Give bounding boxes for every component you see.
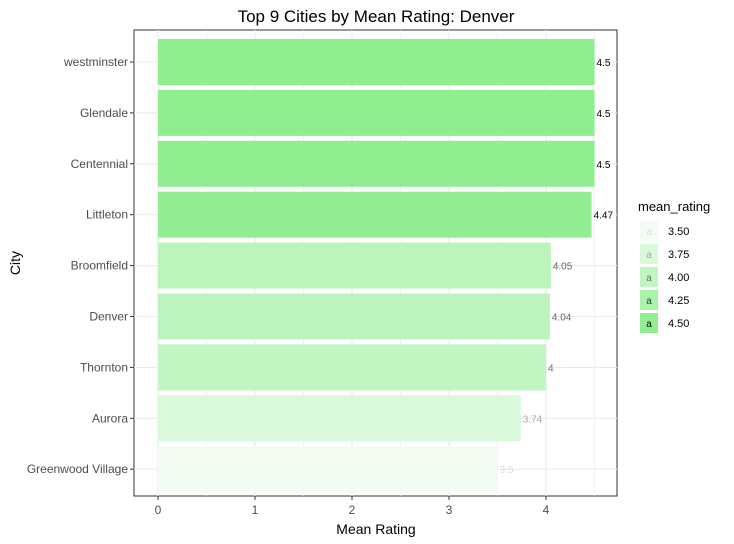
x-axis: 0 1 2 3 4 [155,496,550,517]
x-tick-label: 3 [446,503,453,517]
bar [158,344,546,391]
legend-key-glyph: a [646,273,652,284]
data-label: 3.5 [500,465,514,476]
legend-key-glyph: a [646,319,652,330]
data-label: 4 [548,363,554,374]
y-tick-label: Centennial [71,157,128,171]
x-tick-label: 4 [543,503,550,517]
legend-label: 4.00 [668,272,689,284]
y-axis: westminster Glendale Centennial Littleton Br… [27,55,134,476]
y-tick-label: Greenwood Village [27,462,129,476]
data-label: 4.5 [597,58,611,69]
legend-label: 3.75 [668,249,689,261]
data-label: 4.5 [597,160,611,171]
legend-key [640,313,658,333]
legend-key [640,221,658,241]
legend-key-glyph: a [646,296,652,307]
legend-title: mean_rating [638,199,710,214]
data-label: 3.74 [523,414,543,425]
bar [158,39,595,85]
y-tick-label: Broomfield [71,259,128,273]
x-tick-label: 2 [349,503,356,517]
bar [158,446,498,493]
y-tick-label: Littleton [86,208,128,222]
data-labels: 4.5 4.5 4.5 4.47 4.05 4.04 4 3.74 3.5 [500,58,614,476]
x-tick-label: 0 [155,503,162,517]
legend-key-glyph: a [646,250,652,261]
x-axis-title: Mean Rating [336,521,415,537]
bar [158,140,595,187]
plot-panel: 4.5 4.5 4.5 4.47 4.05 4.04 4 3.74 3.5 [133,29,618,497]
legend-label: 4.50 [668,318,689,330]
bar [158,293,550,340]
y-tick-label: Thornton [80,360,128,374]
legend: mean_rating a 3.50 a 3.75 a 4.00 a 4.25 a 4.50 [638,199,710,333]
y-tick-label: Glendale [80,106,128,120]
legend-key [640,290,658,310]
y-tick-label: westminster [63,55,128,69]
legend-key-glyph: a [646,227,652,238]
data-label: 4.05 [553,262,573,273]
legend-label: 4.25 [668,295,689,307]
bar [158,242,551,289]
data-label: 4.47 [594,211,614,222]
bar [158,395,521,442]
legend-label: 3.50 [668,226,689,238]
x-tick-label: 1 [252,503,259,517]
data-label: 4.5 [597,109,611,120]
y-axis-title: City [7,251,23,275]
bars [158,39,595,493]
legend-entries: a 3.50 a 3.75 a 4.00 a 4.25 a 4.50 [640,221,689,333]
y-tick-label: Aurora [92,411,128,425]
y-tick-label: Denver [89,310,128,324]
bar [158,89,595,136]
bar [158,191,592,238]
legend-key [640,244,658,264]
data-label: 4.04 [552,313,572,324]
legend-key [640,267,658,287]
chart-title: Top 9 Cities by Mean Rating: Denver [238,7,515,26]
